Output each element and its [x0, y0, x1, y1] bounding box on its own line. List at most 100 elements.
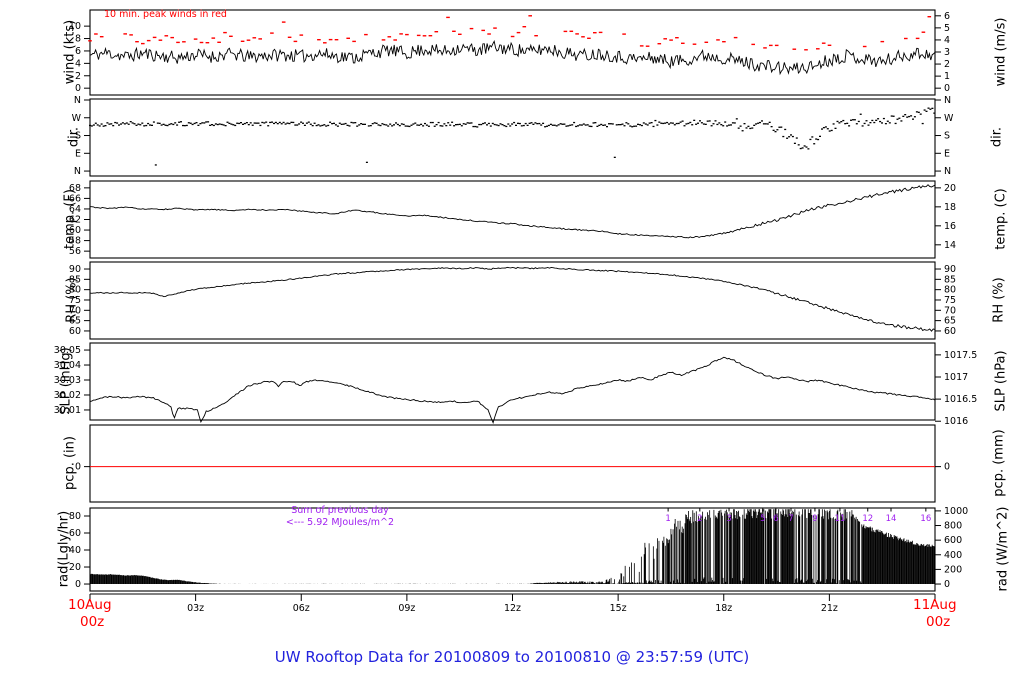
svg-text:0: 0	[944, 83, 950, 94]
svg-text:0: 0	[75, 83, 81, 94]
radiation-sum-note-line1: Sum of previous day	[291, 505, 389, 516]
rh-right-axis-title: RH (%)	[991, 277, 1007, 323]
svg-text:N: N	[74, 95, 81, 106]
svg-text:E: E	[75, 148, 81, 159]
svg-text:14: 14	[886, 514, 897, 524]
svg-text:60: 60	[69, 528, 81, 539]
svg-text:5: 5	[944, 23, 950, 34]
peak-winds-note: 10 min. peak winds in red	[104, 9, 227, 20]
svg-text:S: S	[75, 131, 81, 142]
svg-text:12: 12	[862, 514, 873, 524]
svg-text:12z: 12z	[504, 603, 521, 614]
svg-text:8: 8	[75, 34, 81, 45]
svg-text:400: 400	[944, 550, 962, 561]
chart-title: UW Rooftop Data for 20100809 to 20100810…	[274, 648, 750, 666]
x-axis-end-hour: 00z	[926, 614, 951, 630]
svg-text:30.01: 30.01	[54, 405, 81, 416]
svg-text:N: N	[74, 166, 81, 177]
svg-text:14: 14	[944, 240, 956, 251]
rad-right-axis-title: rad (W/m^2)	[995, 506, 1011, 592]
svg-text:N: N	[944, 166, 951, 177]
rh	[89, 266, 936, 332]
svg-text:65: 65	[944, 316, 956, 327]
x-axis: 03z 06z 09z 12z 15z 18z 21z	[89, 593, 936, 614]
svg-text:60: 60	[69, 225, 81, 236]
slp	[89, 356, 936, 424]
svg-text:W: W	[944, 113, 954, 124]
pcp-left-axis-title: pcp. (in)	[62, 436, 78, 490]
svg-text:0: 0	[75, 579, 81, 590]
svg-text:S: S	[944, 131, 950, 142]
svg-text:11: 11	[835, 514, 846, 524]
svg-text:16: 16	[944, 221, 956, 232]
svg-text:09z: 09z	[398, 603, 415, 614]
svg-text:60: 60	[69, 326, 81, 337]
svg-text:3: 3	[726, 514, 731, 524]
svg-text:30.03: 30.03	[54, 375, 81, 386]
svg-text:80: 80	[69, 511, 81, 522]
dir-right-axis-title: dir.	[989, 126, 1005, 148]
pcp-right-axis-title: pcp. (mm)	[991, 429, 1007, 497]
svg-text:800: 800	[944, 521, 962, 532]
svg-text:7: 7	[788, 514, 793, 524]
svg-text:0: 0	[944, 462, 950, 473]
slp-left-axis-title: SLP (inHg)	[58, 347, 74, 415]
dir-left-axis-title: dir.	[66, 126, 82, 148]
svg-text:1017: 1017	[944, 372, 968, 383]
svg-text:30.05: 30.05	[54, 345, 81, 356]
svg-text:1016: 1016	[944, 416, 968, 427]
svg-text:80: 80	[69, 285, 81, 296]
svg-text:03z: 03z	[187, 603, 204, 614]
svg-text:60: 60	[944, 326, 956, 337]
temp-right-axis-title: temp. (C)	[993, 188, 1009, 250]
svg-text:15z: 15z	[610, 603, 627, 614]
svg-text:18z: 18z	[715, 603, 732, 614]
svg-text:62: 62	[69, 215, 81, 226]
svg-text:20: 20	[69, 562, 81, 573]
svg-text:66: 66	[69, 193, 81, 204]
svg-text:2: 2	[944, 59, 950, 70]
svg-text:21z: 21z	[821, 603, 838, 614]
svg-text:75: 75	[944, 295, 956, 306]
svg-text:75: 75	[69, 295, 81, 306]
svg-text:06z: 06z	[293, 603, 310, 614]
svg-text:80: 80	[944, 285, 956, 296]
wind-avg	[89, 39, 936, 76]
wind-right-axis-title: wind (m/s)	[993, 17, 1009, 87]
x-axis-start-hour: 00z	[80, 614, 105, 630]
svg-text:58: 58	[69, 236, 81, 247]
svg-text:1: 1	[944, 71, 950, 82]
svg-text:1000: 1000	[944, 506, 968, 517]
svg-text:6: 6	[75, 46, 81, 57]
svg-text:68: 68	[69, 183, 81, 194]
svg-text:6: 6	[773, 514, 778, 524]
svg-text:2: 2	[697, 514, 702, 524]
svg-text:600: 600	[944, 535, 962, 546]
svg-text:30.02: 30.02	[54, 390, 81, 401]
svg-text:W: W	[72, 113, 82, 124]
svg-text:1: 1	[665, 514, 670, 524]
svg-text:0: 0	[944, 579, 950, 590]
svg-text:9: 9	[812, 514, 817, 524]
svg-text:40: 40	[69, 545, 81, 556]
svg-text:64: 64	[69, 204, 81, 215]
svg-text:3: 3	[944, 47, 950, 58]
svg-text:4: 4	[944, 35, 950, 46]
radiation-sum-note-line2: <--- 5.92 MJoules/m^2	[285, 517, 395, 528]
svg-text:90: 90	[944, 264, 956, 275]
temp-left-axis-title: temp. (F)	[62, 189, 78, 249]
svg-text:N: N	[944, 95, 951, 106]
svg-text:1016.5: 1016.5	[944, 394, 977, 405]
svg-text:90: 90	[69, 264, 81, 275]
slp-panel: 30.01 30.02 30.03 30.04 30.05 1016 1016.5 1017 1…	[54, 342, 977, 427]
svg-text:18: 18	[944, 202, 956, 213]
x-axis-start-date: 10Aug	[68, 597, 112, 613]
svg-text:85: 85	[69, 274, 81, 285]
svg-text:6: 6	[944, 11, 950, 22]
